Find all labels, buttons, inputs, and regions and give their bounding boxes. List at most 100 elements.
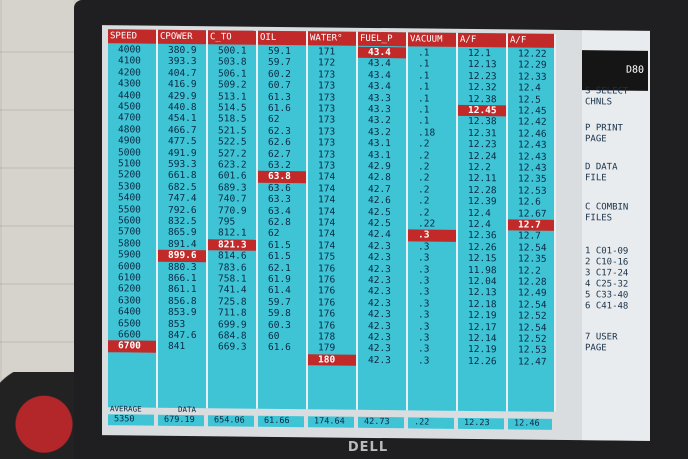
data-cell: 174	[318, 183, 336, 195]
column-header[interactable]: SPEED	[108, 29, 156, 44]
column-header[interactable]: A/F	[508, 33, 554, 48]
data-cell: 12.26	[468, 355, 497, 368]
data-cell: 741.4	[218, 284, 247, 297]
data-cell: .1	[418, 104, 430, 116]
column-header[interactable]: OIL	[258, 30, 306, 46]
data-cell: 63.2	[268, 159, 291, 172]
data-cell: 758.1	[218, 273, 247, 285]
data-cell: 477.5	[168, 136, 197, 148]
column-header[interactable]: CPOWER	[158, 29, 206, 45]
menu-item[interactable]: 4 C25-32	[585, 279, 629, 290]
data-cell: 6700	[108, 340, 156, 353]
data-cell: 4700	[118, 112, 141, 124]
menu-item[interactable]: S SELECT	[585, 86, 629, 97]
menu-item[interactable]: PAGE	[585, 134, 607, 145]
average-value: .22	[408, 417, 454, 429]
column-header[interactable]: FUEL_P	[358, 31, 406, 47]
data-cell: 12.11	[468, 173, 497, 185]
data-cell: 61.6	[268, 102, 291, 115]
data-cell: 12.28	[468, 184, 497, 197]
data-cell: 429.9	[168, 90, 197, 102]
data-cell: 12.4	[468, 207, 491, 219]
data-cell: 173	[318, 160, 336, 172]
data-cell: 6300	[118, 295, 141, 307]
data-cell: 43.3	[368, 92, 391, 104]
menu-item[interactable]: 5 C33-40	[585, 290, 629, 301]
data-cell: 12.14	[468, 332, 497, 345]
data-cell: 12.54	[518, 322, 547, 334]
column-header[interactable]: WATER°	[308, 31, 356, 46]
data-cell: .3	[418, 309, 430, 321]
data-cell: 861.1	[168, 284, 197, 296]
menu-item[interactable]: 1 C01-09	[585, 246, 629, 257]
data-cell: 42.3	[368, 252, 391, 264]
data-cell: 4100	[118, 55, 141, 67]
column-header[interactable]: VACUUM	[408, 32, 456, 47]
data-cell: 173	[318, 91, 336, 104]
data-cell: 380.9	[168, 44, 197, 57]
menu-item[interactable]: P PRINT	[585, 123, 623, 134]
data-cell: .1	[418, 93, 430, 105]
column-5: FUEL_P 43.4 43.4 43.4 43.4 43.3 43.3 43.2 43.2 43…	[358, 31, 408, 411]
data-cell: .3	[408, 229, 456, 242]
data-cell: .3	[418, 241, 430, 253]
data-cell: 176	[318, 274, 336, 286]
data-cell: 12.45	[518, 105, 547, 117]
menu-item[interactable]: 2 C10-16	[585, 257, 629, 268]
data-cell: 59.7	[268, 296, 291, 308]
menu-item[interactable]: 3 C17-24	[585, 268, 629, 279]
data-cell: 12.18	[468, 298, 497, 311]
data-cell: 61.6	[268, 342, 291, 354]
column-header[interactable]: A/F	[458, 32, 506, 48]
data-cell: 12.39	[468, 196, 497, 208]
data-cell: 866.1	[168, 272, 197, 285]
data-cell: 601.6	[218, 170, 247, 183]
data-cell: 12.35	[518, 173, 547, 186]
data-cell: 61.4	[268, 285, 291, 297]
menu-item[interactable]: PAGE	[585, 343, 607, 354]
average-value: 5350	[108, 414, 154, 426]
average-value: 654.06	[208, 415, 254, 427]
data-cell: 725.8	[218, 296, 247, 308]
data-cell: 506.1	[218, 68, 247, 80]
menu-item[interactable]: D DATA	[585, 162, 618, 173]
data-cell: 6000	[118, 260, 141, 273]
data-cell: 684.8	[218, 330, 247, 342]
menu-item[interactable]: 7 USER	[585, 332, 618, 343]
data-cell: 59.1	[268, 45, 291, 58]
data-cell: 176	[318, 297, 336, 309]
data-cell: .3	[418, 252, 430, 264]
data-cell: 12.33	[518, 71, 547, 83]
data-cell: 491.9	[168, 147, 197, 159]
data-cell: .3	[418, 275, 430, 287]
menu-item[interactable]: FILE	[585, 173, 607, 184]
menu-item[interactable]: C COMBIN	[585, 202, 629, 213]
data-cell: .3	[418, 286, 430, 298]
data-cell: .2	[418, 138, 430, 150]
menu-item[interactable]: CHNLS	[585, 97, 613, 108]
data-cell: 12.5	[518, 94, 541, 106]
column-8: A/F 12.22 12.29 12.33 12.4 12.5 12.45 12.42 12.4…	[508, 33, 556, 412]
channel-display: D80	[582, 50, 648, 91]
data-cell: 416.9	[168, 79, 197, 91]
data-cell: 179	[318, 342, 336, 354]
data-cell: 42.5	[368, 206, 391, 218]
data-cell: 661.8	[168, 170, 197, 182]
data-cell: 4800	[118, 124, 141, 136]
data-cell: 12.4	[468, 218, 491, 231]
data-cell: 63.6	[268, 182, 291, 194]
data-cell: 62	[268, 228, 280, 240]
data-cell: 42.3	[368, 309, 391, 321]
data-cell: .3	[418, 298, 430, 310]
data-cell: 12.19	[468, 310, 497, 322]
column-header[interactable]: C_TO	[208, 30, 256, 45]
data-cell: 12.23	[468, 70, 497, 83]
menu-item[interactable]: 6 C41-48	[585, 301, 629, 312]
data-cell: 42.3	[368, 343, 391, 355]
data-cell: 853	[168, 318, 186, 330]
data-cell: .1	[418, 81, 430, 93]
menu-item[interactable]: FILES	[585, 213, 613, 224]
data-cell: 43.2	[368, 126, 391, 138]
data-cell: 59.8	[268, 308, 291, 320]
data-cell: 43.2	[368, 115, 391, 127]
